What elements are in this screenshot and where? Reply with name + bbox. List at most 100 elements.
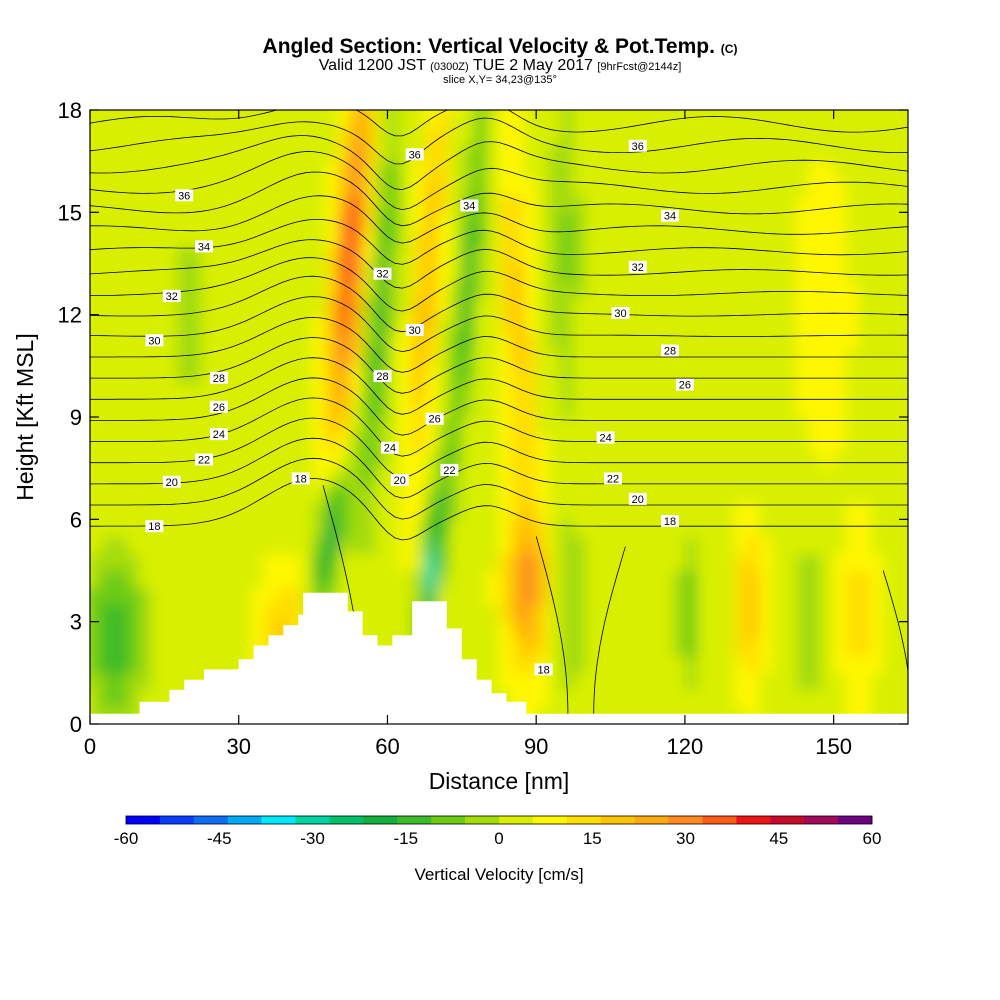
velocity-cell — [821, 263, 835, 282]
velocity-cell — [474, 604, 488, 623]
velocity-cell — [722, 382, 736, 401]
velocity-cell — [164, 127, 178, 145]
velocity-cell — [325, 229, 339, 248]
velocity-cell — [548, 178, 562, 196]
velocity-cell — [908, 571, 921, 589]
velocity-cell — [127, 195, 141, 213]
velocity-cell — [313, 724, 326, 742]
velocity-cell — [908, 690, 921, 708]
svg-text:28: 28 — [213, 373, 225, 385]
velocity-cell — [201, 331, 215, 350]
velocity-cell — [486, 502, 500, 520]
velocity-cell — [697, 246, 711, 265]
velocity-cell — [251, 110, 265, 111]
velocity-cell — [437, 263, 450, 282]
velocity-cell — [660, 434, 674, 452]
svg-text:20: 20 — [166, 477, 178, 489]
y-tick-label: 3 — [70, 610, 82, 635]
velocity-cell — [672, 570, 686, 589]
velocity-cell — [697, 587, 711, 606]
velocity-cell — [461, 144, 475, 162]
velocity-cell — [784, 331, 798, 350]
velocity-cell — [808, 280, 822, 299]
velocity-cell — [375, 468, 389, 486]
velocity-cell — [821, 417, 835, 435]
velocity-cell — [300, 263, 314, 282]
velocity-cell — [734, 365, 748, 384]
velocity-cell — [821, 672, 835, 691]
velocity-cell — [784, 127, 798, 145]
velocity-cell — [313, 485, 327, 503]
velocity-cell — [139, 280, 153, 299]
velocity-cell — [288, 399, 302, 418]
velocity-cell — [784, 110, 798, 111]
velocity-cell — [238, 110, 252, 111]
velocity-cell — [784, 110, 798, 128]
velocity-cell — [337, 331, 351, 350]
velocity-cell — [275, 178, 289, 196]
velocity-cell — [585, 229, 599, 248]
velocity-cell — [263, 587, 277, 606]
velocity-cell — [709, 621, 723, 640]
velocity-cell — [610, 672, 624, 691]
velocity-cell — [548, 161, 562, 179]
velocity-cell — [846, 229, 859, 248]
velocity-cell — [238, 604, 252, 623]
velocity-cell — [164, 314, 178, 333]
velocity-cell — [796, 519, 810, 537]
velocity-cell — [908, 366, 921, 384]
velocity-cell — [622, 451, 636, 469]
velocity-cell — [796, 399, 810, 418]
velocity-cell — [152, 314, 165, 333]
contour-label: 20 — [390, 474, 409, 487]
velocity-cell — [746, 536, 760, 555]
velocity-cell — [300, 280, 314, 299]
velocity-cell — [585, 672, 599, 691]
velocity-cell — [201, 638, 215, 657]
velocity-cell — [709, 434, 723, 452]
velocity-cell — [102, 399, 116, 418]
velocity-cell — [90, 314, 103, 333]
velocity-cell — [90, 331, 91, 350]
velocity-cell — [399, 553, 413, 572]
velocity-cell — [598, 553, 612, 572]
velocity-cell — [808, 331, 822, 350]
velocity-cell — [697, 229, 711, 248]
velocity-cell — [647, 451, 661, 469]
velocity-cell — [90, 212, 103, 230]
velocity-cell — [102, 519, 116, 537]
velocity-cell — [337, 382, 351, 401]
velocity-cell — [598, 724, 611, 742]
velocity-cell — [846, 178, 859, 196]
colorbar: -60 -45 -30 -15 0 15 30 45 60 — [114, 815, 881, 848]
velocity-cell — [337, 229, 351, 248]
velocity-cell — [697, 144, 711, 162]
velocity-cell — [771, 263, 785, 282]
velocity-cell — [189, 348, 203, 367]
velocity-cell — [796, 144, 810, 162]
velocity-cell — [350, 246, 364, 265]
velocity-cell — [176, 587, 190, 606]
velocity-cell — [102, 485, 116, 503]
velocity-cell — [536, 263, 550, 282]
contour-label: 36 — [405, 148, 424, 161]
velocity-cell — [622, 689, 636, 708]
velocity-cell — [870, 655, 884, 674]
velocity-cell — [647, 519, 661, 537]
velocity-cell — [722, 502, 736, 520]
velocity-cell — [399, 621, 413, 640]
velocity-cell — [821, 621, 835, 640]
velocity-cell — [759, 399, 773, 418]
x-tick-label: 30 — [226, 734, 250, 759]
velocity-cell — [226, 195, 240, 213]
velocity-cell — [201, 161, 215, 179]
velocity-cell — [387, 280, 401, 299]
velocity-cell — [870, 536, 884, 555]
velocity-cell — [808, 212, 822, 230]
velocity-cell — [189, 417, 203, 435]
velocity-cell — [622, 502, 636, 520]
velocity-cell — [337, 161, 351, 179]
svg-text:32: 32 — [632, 262, 644, 274]
velocity-cell — [598, 161, 612, 179]
